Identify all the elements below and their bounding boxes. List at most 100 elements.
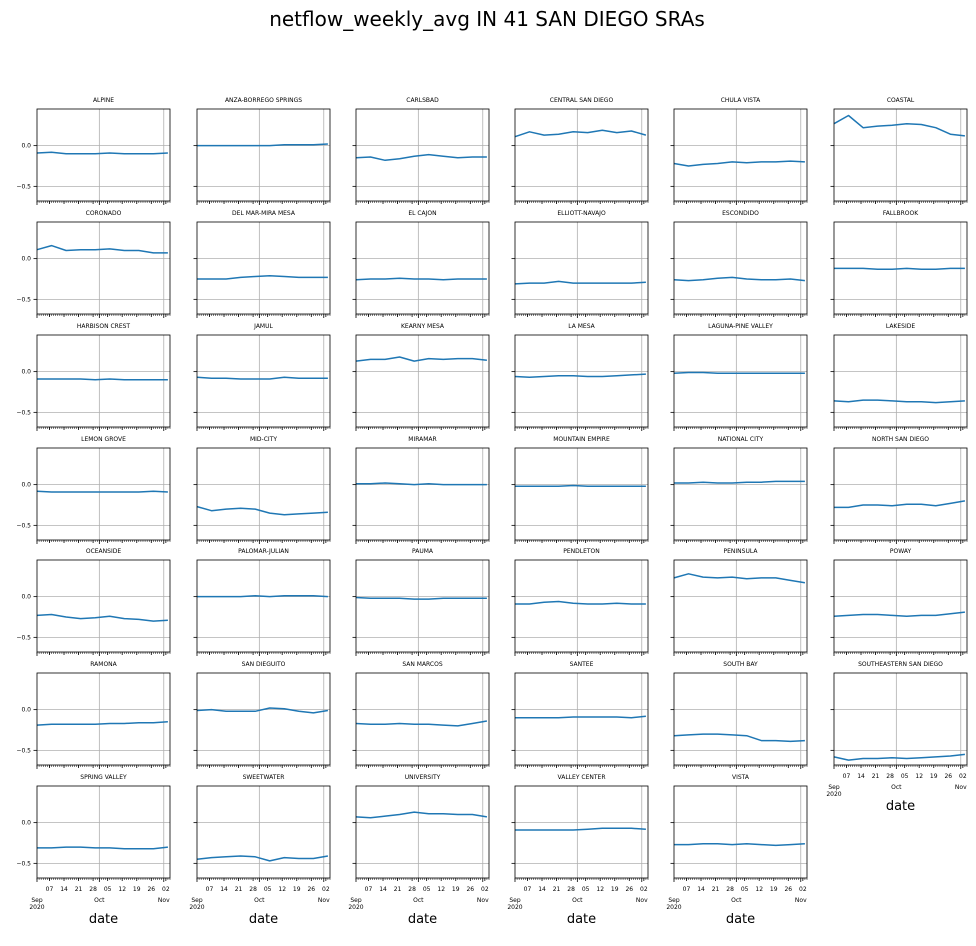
y-tick-label: −0.5 [16, 860, 31, 867]
x-minor-tick-label: 21 [872, 773, 880, 780]
x-minor-tick-label: 14 [857, 773, 865, 780]
x-start-month-label: Sep [191, 897, 203, 904]
panel-title: UNIVERSITY [405, 774, 441, 781]
panel: PENDLETON [511, 548, 649, 656]
panel: SPRING VALLEY 0.0 −0.5 07 14 21 28 05 12 19 26 02 Oc… [16, 774, 171, 927]
panel-title: NATIONAL CITY [718, 436, 764, 443]
series-line [673, 371, 805, 375]
y-tick-label: 0.0 [21, 143, 31, 150]
x-minor-tick-label: 07 [46, 886, 54, 893]
panel: DEL MAR-MIRA MESA [193, 210, 331, 318]
series-line [355, 596, 487, 600]
series-line [196, 855, 329, 862]
series-line [37, 846, 168, 850]
x-minor-tick-label: 12 [596, 886, 604, 893]
x-minor-tick-label: 02 [481, 886, 489, 893]
panel: PENINSULA [670, 548, 808, 656]
panel: MOUNTAIN EMPIRE [511, 436, 649, 544]
y-tick-label: −0.5 [16, 409, 31, 416]
panel-title: LAGUNA-PINE VALLEY [708, 323, 773, 330]
panel-title: OCEANSIDE [86, 548, 121, 555]
series-line [355, 811, 488, 819]
x-axis-label: date [567, 912, 596, 927]
panel-title: HARBISON CREST [77, 323, 131, 330]
y-tick-label: 0.0 [21, 594, 31, 601]
y-tick-label: −0.5 [16, 296, 31, 303]
x-minor-tick-label: 26 [307, 886, 315, 893]
series-line [515, 715, 646, 719]
series-line [833, 399, 965, 404]
x-minor-tick-label: 02 [162, 886, 170, 893]
panel: FALLBROOK [830, 210, 968, 318]
x-minor-tick-label: 28 [249, 886, 257, 893]
x-axis-label: date [249, 912, 278, 927]
panel-title: MID-CITY [250, 436, 277, 443]
x-minor-tick-label: 26 [147, 886, 155, 893]
panel: NORTH SAN DIEGO [830, 436, 968, 544]
panel: SANTEE [511, 661, 649, 769]
x-minor-tick-label: 12 [437, 886, 445, 893]
x-minor-tick-label: 14 [220, 886, 228, 893]
panel-title: EL CAJON [408, 210, 436, 217]
panel-title: LEMON GROVE [81, 436, 126, 443]
panel-title: SOUTHEASTERN SAN DIEGO [858, 661, 943, 668]
panel-title: LA MESA [568, 323, 595, 330]
x-minor-tick-label: 19 [930, 773, 938, 780]
panel: CORONADO 0.0 −0.5 [16, 210, 171, 318]
panel: SOUTHEASTERN SAN DIEGO 07 14 21 28 05 12 19 26 02… [826, 661, 968, 814]
x-minor-tick-label: 02 [959, 773, 967, 780]
x-axis-label: date [89, 912, 118, 927]
panel: SOUTH BAY [670, 661, 808, 769]
panel: LEMON GROVE 0.0 −0.5 [16, 436, 171, 544]
x-major-tick-label: Nov [477, 897, 489, 904]
x-minor-tick-label: 28 [886, 773, 894, 780]
x-minor-tick-label: 26 [944, 773, 952, 780]
x-start-month-label: Sep [509, 897, 521, 904]
panel-title: JAMUL [253, 323, 273, 330]
series-line [36, 151, 168, 155]
panel: JAMUL [193, 323, 331, 431]
x-minor-tick-label: 21 [712, 886, 720, 893]
panel: LAKESIDE [830, 323, 968, 431]
panel-title: RAMONA [90, 661, 117, 668]
x-major-tick-label: Oct [94, 897, 105, 904]
figure-title: netflow_weekly_avg IN 41 SAN DIEGO SRAs [269, 7, 705, 31]
panel: SWEETWATER 07 14 21 28 05 12 19 26 02 Oct Nov Sep202… [189, 774, 331, 927]
panel-title: NORTH SAN DIEGO [872, 436, 929, 443]
y-tick-label: −0.5 [16, 634, 31, 641]
x-start-month-label: Sep [828, 784, 840, 791]
x-minor-tick-label: 28 [567, 886, 575, 893]
x-minor-tick-label: 05 [264, 886, 272, 893]
y-tick-label: 0.0 [21, 256, 31, 263]
panel: PALOMAR-JULIAN [193, 548, 331, 656]
x-major-tick-label: Nov [955, 784, 967, 791]
panel: MID-CITY [193, 436, 331, 544]
series-line [674, 480, 805, 484]
x-minor-tick-label: 05 [104, 886, 112, 893]
y-tick-label: 0.0 [21, 369, 31, 376]
series-line [36, 490, 168, 493]
panel-title: PENDLETON [563, 548, 600, 555]
panel-title: MOUNTAIN EMPIRE [553, 436, 610, 443]
panel: MIRAMAR [352, 436, 490, 544]
x-minor-tick-label: 26 [784, 886, 792, 893]
x-minor-tick-label: 07 [843, 773, 851, 780]
panel-title: PENINSULA [724, 548, 759, 555]
panel: LAGUNA-PINE VALLEY [670, 323, 808, 431]
x-minor-tick-label: 26 [466, 886, 474, 893]
panel-grid: ALPINE 0.0 −0.5 ANZA-BORREGO SPRINGS CARLSBA… [16, 97, 968, 927]
x-minor-tick-label: 19 [133, 886, 141, 893]
panel: ELLIOTT-NAVAJO [511, 210, 649, 318]
panel-title: ANZA-BORREGO SPRINGS [225, 97, 302, 104]
series-line [515, 484, 646, 488]
x-start-year-label: 2020 [666, 904, 681, 911]
x-minor-tick-label: 12 [915, 773, 923, 780]
panel: ESCONDIDO [670, 210, 808, 318]
x-start-year-label: 2020 [826, 791, 841, 798]
x-start-year-label: 2020 [189, 904, 204, 911]
panel: VALLEY CENTER 07 14 21 28 05 12 19 26 02 Oct Nov Sep… [507, 774, 649, 927]
x-start-month-label: Sep [668, 897, 680, 904]
series-line [673, 573, 806, 584]
x-minor-tick-label: 05 [901, 773, 909, 780]
